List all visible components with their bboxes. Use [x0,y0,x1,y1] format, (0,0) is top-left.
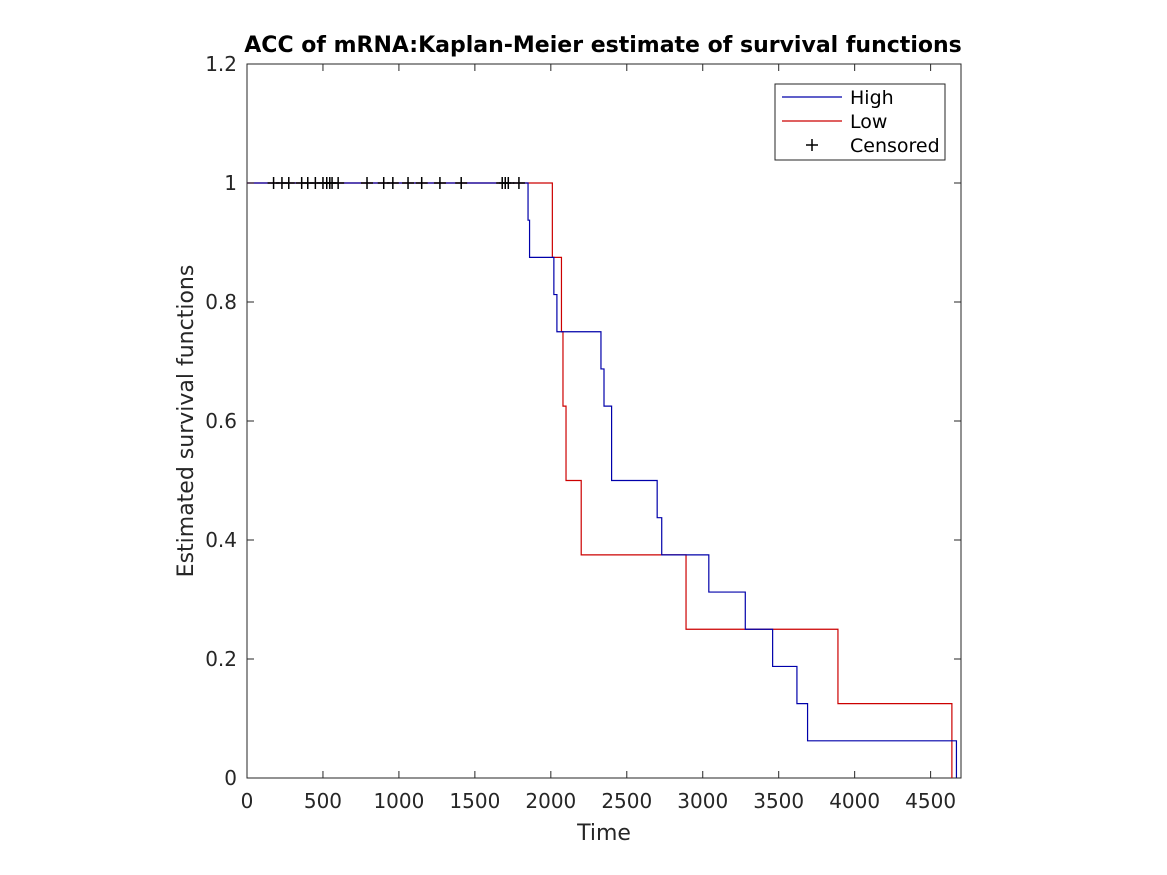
censored-marker [282,177,295,189]
legend-label: High [850,87,894,109]
x-tick-label: 0 [241,789,254,813]
x-tick-label: 1500 [449,789,500,813]
y-tick-label: 0 [224,766,237,790]
y-tick-label: 0.2 [205,647,237,671]
legend-label: Censored [850,135,940,157]
y-tick-label: 1.2 [205,52,237,76]
legend-label: Low [850,111,887,133]
y-tick-label: 0.4 [205,528,237,552]
censored-markers [267,177,525,189]
censored-marker [512,177,525,189]
plot-area: 0 500 1000 1500 2000 2500 3000 3500 4000 4500 0 0.… [205,52,962,813]
censored-marker [433,177,446,189]
series-layer [247,182,958,778]
x-tick-label: 2500 [601,789,652,813]
x-tick-label: 500 [304,789,342,813]
axes-frame [246,63,962,779]
y-axis-ticks: 0 0.2 0.4 0.6 0.8 1 1.2 [205,52,961,790]
x-tick-label: 1000 [373,789,424,813]
x-tick-label: 4500 [905,789,956,813]
y-axis-title: Estimated survival functions [174,265,199,578]
x-axis-title: Time [576,821,631,846]
y-tick-label: 0.8 [205,290,237,314]
x-tick-label: 3500 [753,789,804,813]
censored-marker [332,177,345,189]
x-axis-ticks: 0 500 1000 1500 2000 2500 3000 3500 4000 4500 [241,64,956,813]
chart-title: ACC of mRNA:Kaplan-Meier estimate of sur… [244,33,961,58]
censored-marker [361,177,374,189]
censored-marker [386,177,399,189]
censored-marker [502,177,515,189]
y-tick-label: 0.6 [205,409,237,433]
x-tick-label: 4000 [829,789,880,813]
series-line-low [247,182,953,778]
censored-marker [415,177,428,189]
x-tick-label: 2000 [525,789,576,813]
censored-marker [455,177,468,189]
y-tick-label: 1 [224,171,237,195]
x-tick-label: 3000 [677,789,728,813]
legend-swatch-censored [806,139,818,151]
series-line-high [247,182,958,778]
censored-marker [402,177,415,189]
